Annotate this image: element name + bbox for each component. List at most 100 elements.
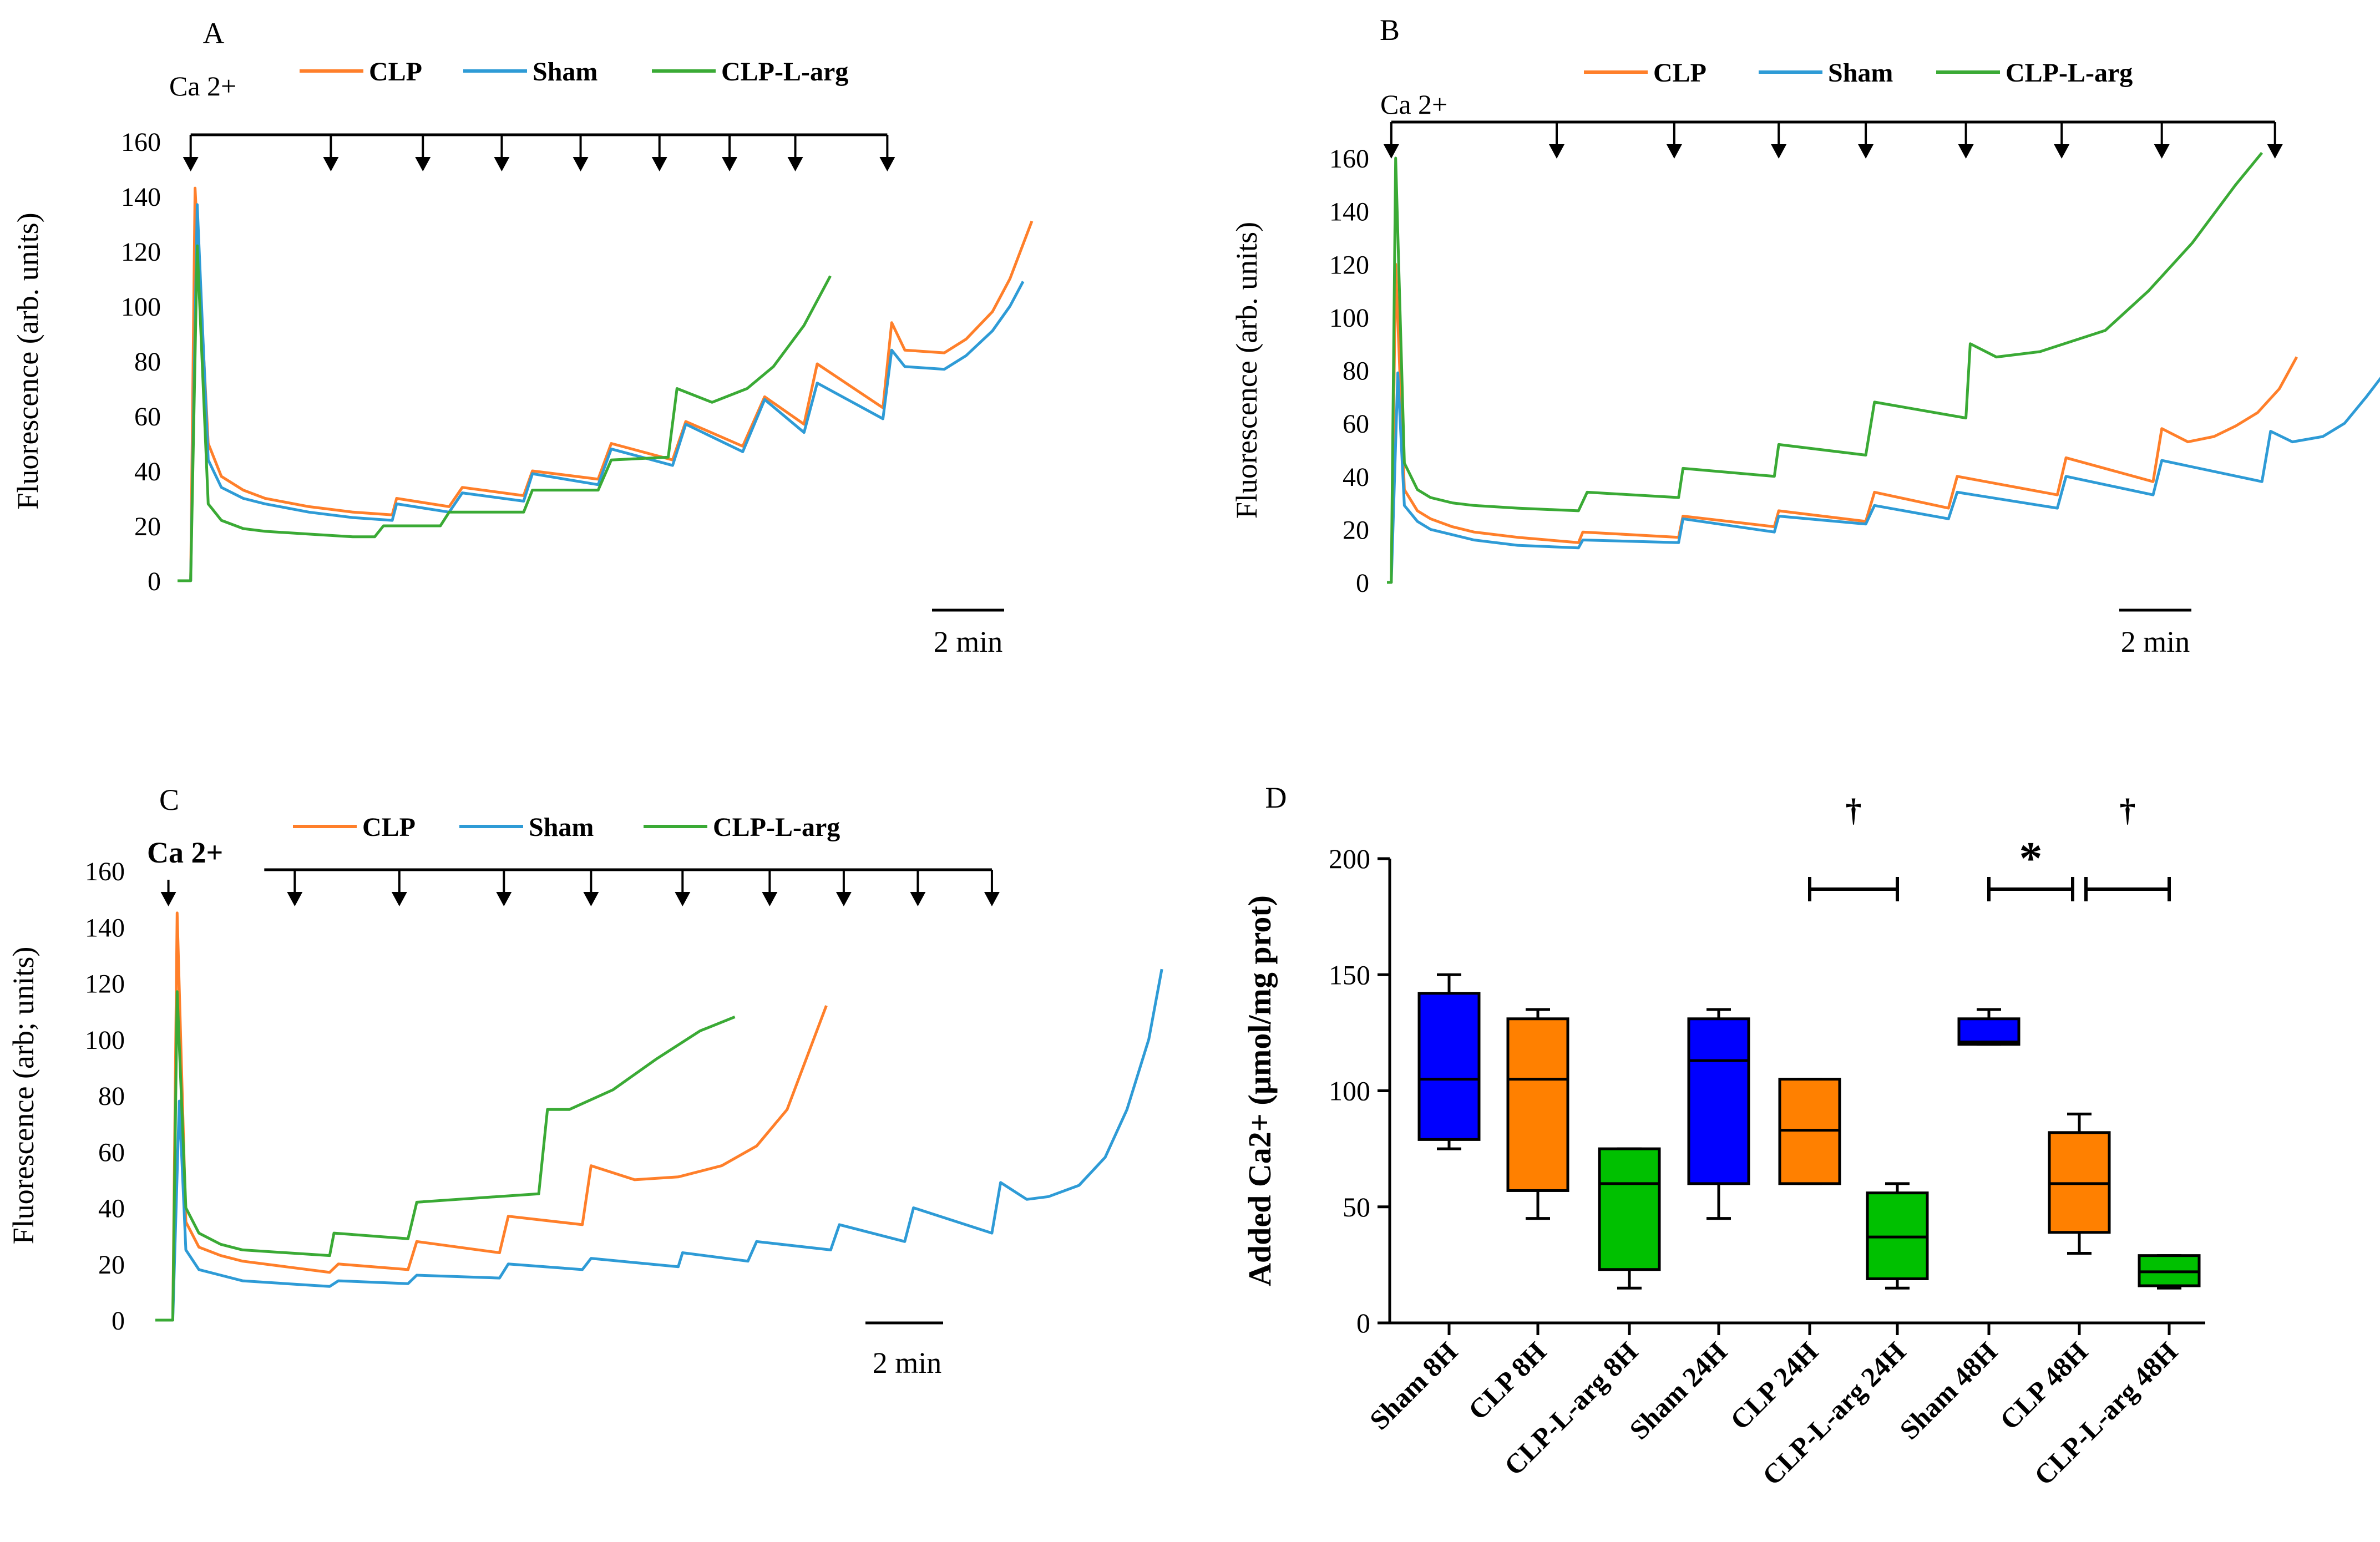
addition-arrow-head bbox=[1958, 144, 1974, 159]
y-tick-label: 40 bbox=[134, 457, 161, 486]
y-tick-label: 80 bbox=[1343, 357, 1369, 386]
y-tick-label: 20 bbox=[134, 512, 161, 541]
y-tick-label: 140 bbox=[85, 913, 125, 942]
y-tick-label: 120 bbox=[1329, 250, 1369, 280]
legend-label-sham: Sham bbox=[529, 813, 594, 842]
addition-arrow-head bbox=[391, 892, 407, 906]
y-tick-label: 20 bbox=[98, 1250, 125, 1280]
panel-label: D bbox=[1265, 781, 1287, 814]
addition-arrow-head bbox=[183, 157, 199, 171]
y-tick-label: 60 bbox=[134, 402, 161, 432]
addition-arrow-head bbox=[2267, 144, 2283, 159]
y-axis-label: Fluorescence (arb. units) bbox=[1230, 222, 1263, 519]
addition-arrow-head bbox=[910, 892, 926, 906]
panel-a: A 0 20 40 60 80 100 120 140 160 Fluorescence (arb.… bbox=[11, 17, 1034, 658]
series-line-sham bbox=[1387, 371, 2380, 584]
y-tick-label: 80 bbox=[98, 1082, 125, 1111]
addition-arrow-head bbox=[1549, 144, 1565, 159]
scale-bar-label: 2 min bbox=[2121, 625, 2190, 658]
y-tick-label: 120 bbox=[121, 237, 161, 267]
series-line-clp bbox=[155, 911, 828, 1322]
y-tick-label: 160 bbox=[1329, 144, 1369, 174]
stimulus-label: Ca 2+ bbox=[169, 70, 236, 102]
y-tick-label: 160 bbox=[121, 128, 161, 157]
y-tick-label: 150 bbox=[1329, 959, 1370, 990]
y-axis-label: Fluorescence (arb; units) bbox=[7, 947, 40, 1245]
addition-arrow-head bbox=[496, 892, 512, 906]
x-category-label: Sham 48H bbox=[1893, 1336, 2003, 1445]
scale-bar-label: 2 min bbox=[873, 1346, 942, 1379]
addition-arrow-head bbox=[323, 157, 339, 171]
panel-b: B 0 20 40 60 80 100 120 140 160 Fluorescence (arb.… bbox=[1230, 13, 2380, 658]
legend-label-clp-l-arg: CLP-L-arg bbox=[713, 813, 840, 842]
y-tick-label: 100 bbox=[1329, 1076, 1370, 1107]
addition-arrow-head bbox=[1771, 144, 1787, 159]
legend-label-clp: CLP bbox=[362, 813, 416, 842]
addition-arrow-head bbox=[722, 157, 738, 171]
y-axis-label: Fluorescence (arb. units) bbox=[11, 212, 44, 509]
legend-label-clp-l-arg: CLP-L-arg bbox=[721, 57, 848, 87]
x-category-label: Sham 24H bbox=[1623, 1336, 1733, 1445]
legend-label-clp: CLP bbox=[369, 57, 422, 87]
box-clp-8h bbox=[1506, 1017, 1569, 1192]
addition-arrow-head bbox=[2054, 144, 2070, 159]
panel-label: A bbox=[203, 17, 225, 50]
significance-symbol: † bbox=[1846, 792, 1862, 828]
panel-label: B bbox=[1380, 13, 1400, 47]
addition-arrow-head bbox=[1858, 144, 1874, 159]
y-tick-label: 0 bbox=[112, 1306, 125, 1336]
significance-symbol: † bbox=[2120, 792, 2136, 828]
legend-label-sham: Sham bbox=[1828, 58, 1893, 88]
y-tick-label: 40 bbox=[1343, 463, 1369, 492]
y-tick-label: 120 bbox=[85, 970, 125, 999]
legend-label-clp: CLP bbox=[1653, 58, 1706, 88]
y-tick-label: 40 bbox=[98, 1194, 125, 1224]
y-axis-label: Added Ca2+ (µmol/mg prot) bbox=[1242, 895, 1278, 1286]
series-line-clp-l-arg bbox=[155, 990, 736, 1322]
x-category-label: Sham 8H bbox=[1364, 1336, 1464, 1436]
y-tick-label: 100 bbox=[1329, 303, 1369, 333]
addition-arrow-head bbox=[1666, 144, 1682, 159]
series-line-clp-l-arg bbox=[178, 244, 832, 582]
scale-bar-label: 2 min bbox=[934, 625, 1003, 658]
panel-c: C 0 20 40 60 80 100 120 140 160 Fluorescence (arb;… bbox=[7, 783, 1163, 1379]
addition-arrow-head bbox=[494, 157, 510, 171]
y-tick-label: 60 bbox=[98, 1138, 125, 1167]
box-sham-48h bbox=[1957, 1017, 2021, 1046]
series-line-clp bbox=[1387, 262, 2298, 584]
series-line-sham bbox=[155, 968, 1163, 1322]
series-line-sham bbox=[178, 203, 1025, 582]
series-line-clp-l-arg bbox=[1387, 151, 2263, 584]
addition-arrow-head bbox=[984, 892, 1000, 906]
addition-arrow-head bbox=[583, 892, 599, 906]
y-tick-label: 50 bbox=[1343, 1191, 1370, 1223]
stimulus-label: Ca 2+ bbox=[147, 836, 223, 869]
addition-arrow-head bbox=[573, 157, 589, 171]
legend-label-sham: Sham bbox=[533, 57, 597, 87]
addition-arrow-head bbox=[675, 892, 691, 906]
box-clp-l-arg-8h bbox=[1598, 1147, 1661, 1271]
y-tick-label: 200 bbox=[1329, 843, 1370, 874]
series-line-clp bbox=[178, 186, 1034, 582]
box-sham-24h bbox=[1687, 1017, 1750, 1185]
panel-d: D 0 50 100 150 200 Added Ca2+ (µmol/mg prot) Sh… bbox=[1242, 781, 2205, 1491]
y-tick-label: 0 bbox=[148, 567, 161, 596]
panel-label: C bbox=[159, 783, 179, 816]
y-tick-label: 80 bbox=[134, 347, 161, 377]
significance-symbol: * bbox=[2019, 833, 2043, 884]
box-sham-8h bbox=[1417, 992, 1481, 1141]
y-tick-label: 140 bbox=[1329, 197, 1369, 227]
addition-arrow-head bbox=[287, 892, 303, 906]
y-tick-label: 140 bbox=[121, 182, 161, 212]
addition-arrow-head bbox=[879, 157, 895, 171]
y-tick-label: 100 bbox=[85, 1026, 125, 1055]
stimulus-label: Ca 2+ bbox=[1380, 89, 1447, 120]
y-tick-label: 0 bbox=[1356, 569, 1369, 598]
legend-label-clp-l-arg: CLP-L-arg bbox=[2006, 58, 2133, 88]
addition-arrow-head bbox=[762, 892, 778, 906]
addition-arrow-head bbox=[2154, 144, 2170, 159]
addition-arrow-head bbox=[835, 892, 852, 906]
y-tick-label: 100 bbox=[121, 292, 161, 322]
y-tick-label: 60 bbox=[1343, 409, 1369, 439]
